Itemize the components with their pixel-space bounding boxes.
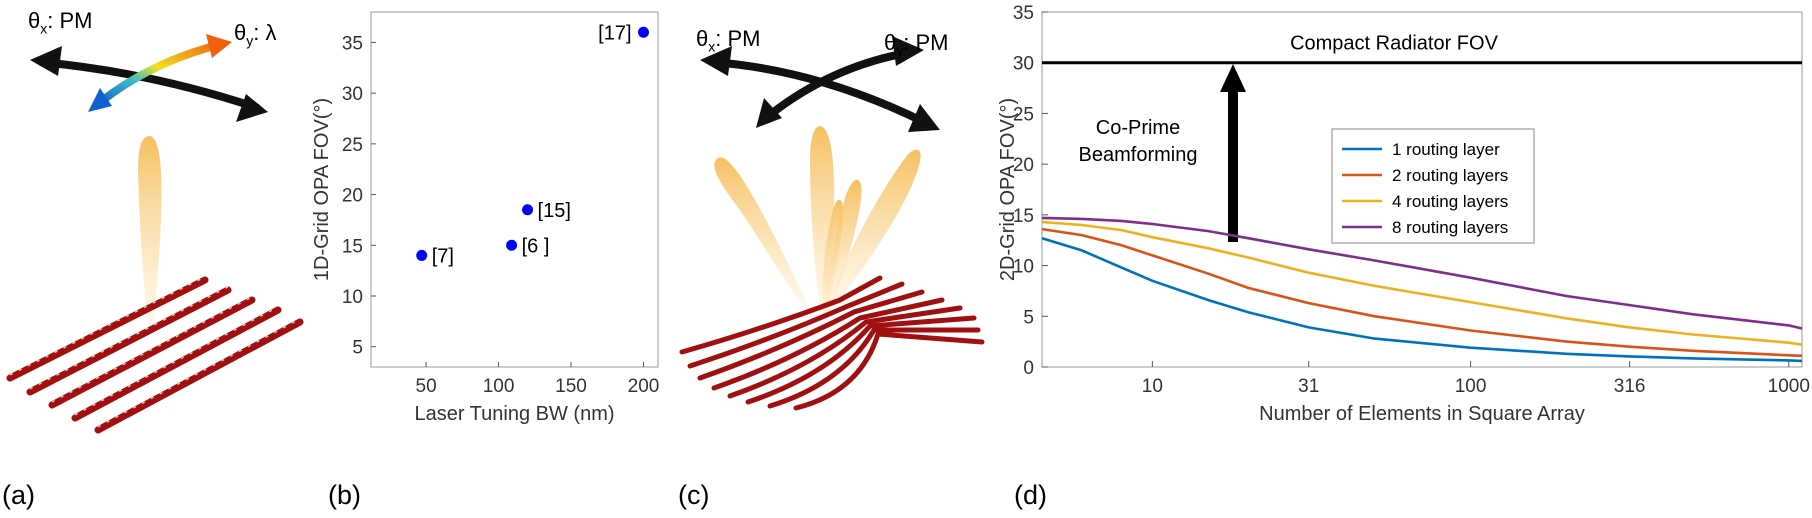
legend-entry: 4 routing layers — [1392, 192, 1508, 211]
panel-label-c: (c) — [678, 480, 710, 510]
x-tick-label: 31 — [1298, 376, 1319, 397]
y-tick-label: 20 — [342, 186, 363, 207]
x-tick-label: 200 — [628, 376, 660, 397]
x-axis-label: Number of Elements in Square Array — [1259, 403, 1585, 425]
y-axis-label: 1D-Grid OPA FOV(°) — [311, 98, 333, 281]
compact-fov-label: Compact Radiator FOV — [1290, 33, 1499, 55]
panel-c-illustration — [679, 36, 985, 411]
panel-label-d: (d) — [1014, 480, 1047, 510]
data-point — [638, 26, 650, 38]
fov-scatter-chart: 50 100 150 200 5 10 15 20 25 30 35 Laser Tuning BW … — [311, 11, 660, 425]
x-axis-label: Laser Tuning BW (nm) — [414, 403, 614, 425]
x-tick-label: 100 — [483, 376, 515, 397]
legend-entry: 8 routing layers — [1392, 218, 1508, 237]
data-point — [416, 249, 428, 261]
plot-area-box — [1041, 11, 1803, 368]
beam-lobes-icon — [714, 126, 921, 320]
coprime-label-line1: Co-Prime — [1096, 117, 1180, 139]
cross-arrow-2-icon — [763, 48, 913, 122]
x-tick-label: 150 — [555, 376, 587, 397]
series-line — [1041, 216, 1803, 330]
coprime-label-line2: Beamforming — [1079, 144, 1198, 166]
series-line — [1041, 220, 1803, 346]
y-tick-label: 35 — [1013, 3, 1034, 24]
theta-x-arrow-icon — [39, 58, 260, 112]
point-label: [7] — [432, 245, 454, 267]
legend-entry: 2 routing layers — [1392, 166, 1508, 185]
panel-a: θx: PM θy: λ (a) — [0, 0, 310, 518]
theta-y-arrow-icon — [95, 40, 223, 108]
panel-b: 50 100 150 200 5 10 15 20 25 30 35 Laser Tuning BW … — [310, 0, 670, 518]
data-point — [522, 204, 534, 216]
x-tick-label: 1000 — [1768, 376, 1810, 397]
y-tick-label: 5 — [1023, 307, 1034, 328]
point-label: [6 ] — [522, 235, 550, 257]
arrow-head-left-icon — [30, 46, 62, 76]
y-axis-label: 2D-Grid OPA FOV(°) — [997, 98, 1019, 281]
x-tick-label: 316 — [1614, 376, 1646, 397]
y-tick-label: 20 — [1013, 155, 1034, 176]
series-line — [1041, 236, 1803, 363]
series-line — [1041, 227, 1803, 358]
y-tick-label: 10 — [1013, 257, 1034, 278]
panel-label-a: (a) — [2, 480, 35, 510]
data-point — [506, 239, 518, 251]
fov-line-chart: 10 31 100 316 1000 0 5 10 15 20 25 30 35 Number of El… — [997, 3, 1810, 425]
panel-d: 10 31 100 316 1000 0 5 10 15 20 25 30 35 Number of El… — [990, 0, 1812, 518]
y-tick-label: 15 — [342, 236, 363, 257]
panel-a-illustration — [6, 34, 304, 434]
panel-label-b: (b) — [328, 480, 361, 510]
waveguide-fan-icon — [679, 275, 985, 411]
beam-lobe-icon — [138, 136, 162, 334]
y-tick-label: 5 — [352, 338, 363, 359]
plot-area-box — [370, 11, 659, 368]
y-tick-label: 30 — [1013, 54, 1034, 75]
rainbow-head-right-icon — [206, 34, 232, 58]
y-tick-label: 10 — [342, 287, 363, 308]
coprime-arrow-head-icon — [1220, 64, 1246, 92]
x-tick-label: 10 — [1142, 376, 1163, 397]
waveguide-array-icon — [6, 276, 304, 434]
theta-x-label: θx: PM — [28, 8, 93, 37]
x-tick-label: 100 — [1455, 376, 1487, 397]
panel-c: θx: PM θy: PM (c) — [670, 0, 990, 518]
y-tick-label: 25 — [1013, 104, 1034, 125]
y-tick-label: 0 — [1023, 358, 1034, 379]
y-tick-label: 25 — [342, 135, 363, 156]
cross-arrow-1-icon — [711, 58, 930, 128]
x-tick-label: 50 — [416, 376, 437, 397]
theta-y-label-c: θy: PM — [884, 30, 949, 59]
theta-x-label-c: θx: PM — [696, 26, 761, 55]
coprime-arrow-shaft-icon — [1228, 88, 1238, 242]
rainbow-head-left-icon — [88, 88, 112, 112]
y-tick-label: 15 — [1013, 206, 1034, 227]
y-tick-label: 30 — [342, 84, 363, 105]
theta-y-label: θy: λ — [234, 20, 277, 49]
arrow-head-right-icon — [236, 94, 268, 122]
point-label: [17] — [598, 22, 631, 44]
legend-entry: 1 routing layer — [1392, 140, 1500, 159]
y-tick-label: 35 — [342, 33, 363, 54]
point-label: [15] — [538, 200, 571, 222]
